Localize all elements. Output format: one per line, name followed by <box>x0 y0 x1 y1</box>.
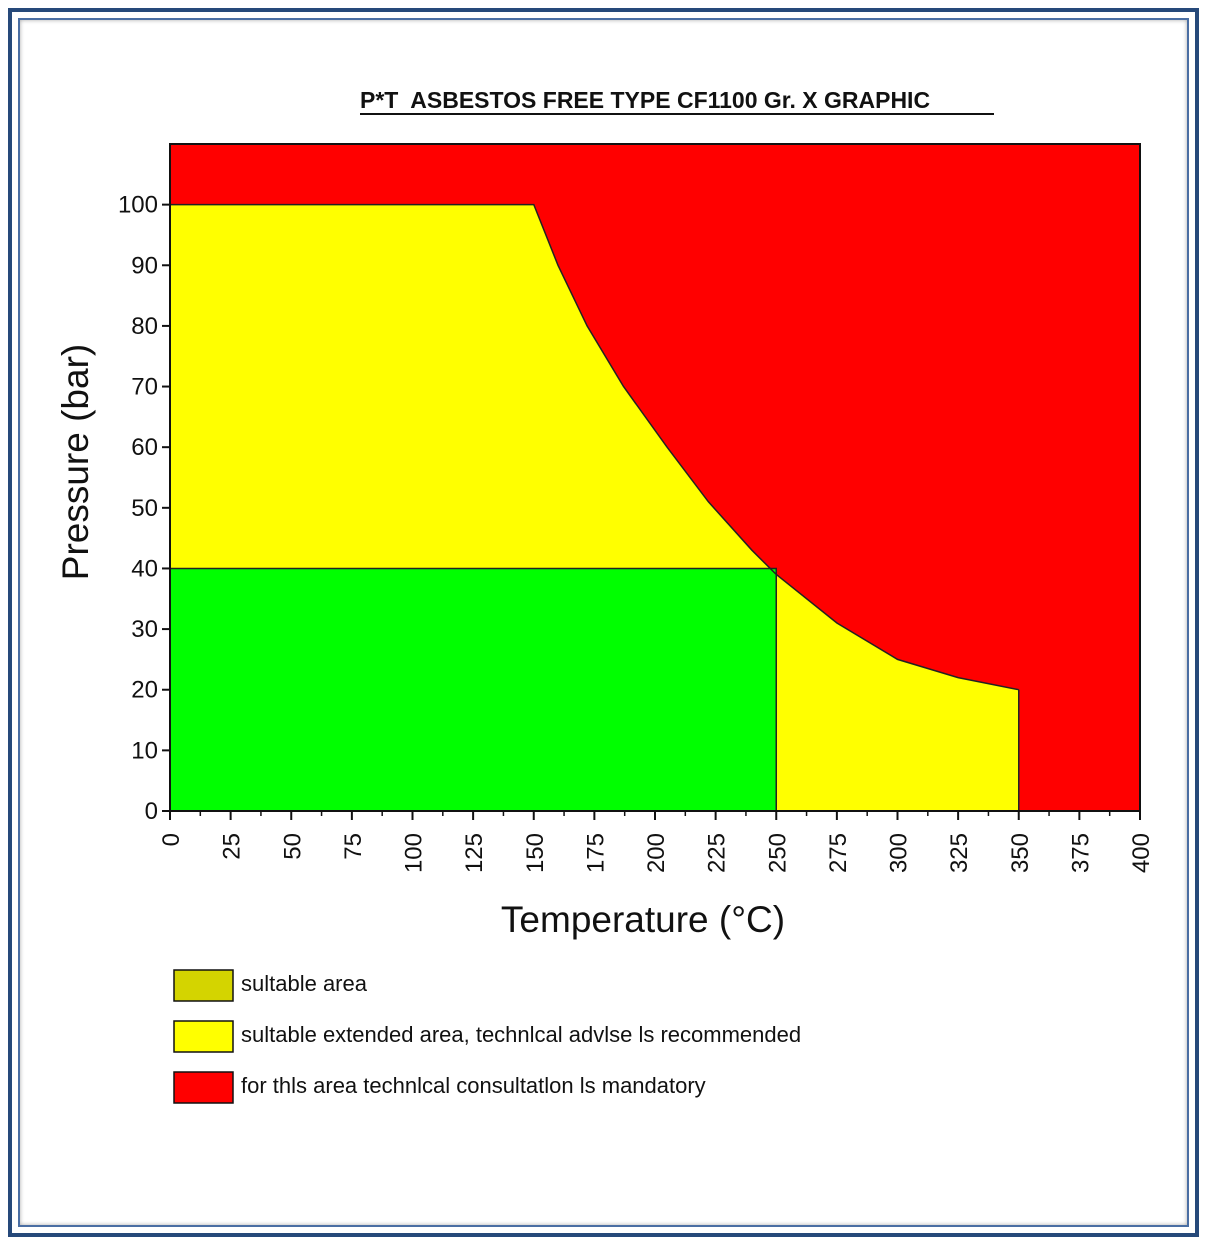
x-tick-label: 350 <box>1007 833 1034 873</box>
y-tick-label: 40 <box>131 555 158 582</box>
y-tick-label: 60 <box>131 434 158 461</box>
x-tick-label: 0 <box>158 833 185 846</box>
y-axis: 0 10 20 30 40 50 60 70 80 90 100 <box>118 192 170 825</box>
y-axis-label: Pressure (bar) <box>55 344 96 580</box>
legend-swatch <box>173 969 234 1002</box>
y-tick-label: 30 <box>131 616 158 643</box>
legend-label: sultable extended area, technlcal advlse… <box>241 1022 801 1047</box>
x-tick-label: 400 <box>1128 833 1155 873</box>
suitable-area-boundary-line <box>170 567 777 811</box>
x-axis-label: Temperature (°C) <box>501 899 785 940</box>
x-tick-label: 200 <box>643 833 670 873</box>
y-tick-label: 20 <box>131 677 158 704</box>
region-suitable-area <box>170 568 777 811</box>
x-tick-label: 375 <box>1067 833 1094 873</box>
y-tick-label: 50 <box>131 495 158 522</box>
y-tick-label: 10 <box>131 737 158 764</box>
x-axis: 0 25 50 75 100 125 150 175 200 225 250 275 300 325 350… <box>158 811 1155 873</box>
x-tick-label: 275 <box>825 833 852 873</box>
x-tick-label: 300 <box>886 833 913 873</box>
x-tick-label: 100 <box>401 833 428 873</box>
x-tick-label: 250 <box>764 833 791 873</box>
legend-label: for thls area technlcal consultatlon ls … <box>241 1073 706 1098</box>
legend-swatch <box>173 1071 234 1104</box>
x-tick-label: 125 <box>461 833 488 873</box>
x-tick-label: 225 <box>704 833 731 873</box>
y-tick-label: 70 <box>131 374 158 401</box>
y-tick-label: 100 <box>118 192 158 219</box>
extended-area-boundary-line <box>169 203 1019 691</box>
y-tick-label: 90 <box>131 252 158 279</box>
x-tick-label: 75 <box>340 833 367 860</box>
x-tick-label: 150 <box>522 833 549 873</box>
x-tick-label: 25 <box>219 833 246 860</box>
x-tick-label: 325 <box>946 833 973 873</box>
legend-swatch <box>173 1020 234 1053</box>
y-tick-label: 80 <box>131 313 158 340</box>
y-tick-label: 0 <box>145 798 158 825</box>
window-frame-inner <box>18 18 1189 1227</box>
x-tick-label: 50 <box>279 833 306 860</box>
chart-title: P*T ASBESTOS FREE TYPE CF1100 Gr. X GRAP… <box>360 87 930 113</box>
x-tick-label: 175 <box>582 833 609 873</box>
plot-area <box>169 143 1141 812</box>
legend-label: sultable area <box>241 971 368 996</box>
legend: sultable area sultable extended area, tec… <box>173 969 801 1104</box>
